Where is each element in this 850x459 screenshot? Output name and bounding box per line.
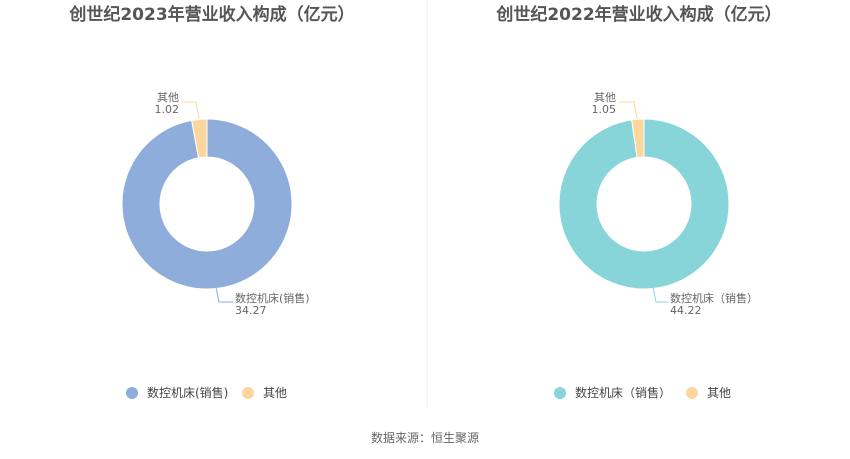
legend-label: 数控机床（销售） (575, 385, 671, 400)
chart-title: 创世纪2022年营业收入构成（亿元） (495, 4, 781, 25)
pie-slice-other[interactable] (191, 118, 208, 159)
chart-2023: 创世纪2023年营业收入构成（亿元） 其他 1.02 数控机床(销售) 34.2… (68, 4, 354, 400)
pie-slice-other[interactable] (631, 118, 645, 159)
chart-title: 创世纪2023年营业收入构成（亿元） (68, 4, 354, 25)
legend-item-cnc[interactable]: 数控机床(销售) (126, 385, 228, 400)
legend-item-other[interactable]: 其他 (242, 386, 287, 400)
slice-value-other: 1.05 (592, 103, 617, 116)
pie-slice-cnc[interactable] (558, 118, 730, 290)
legend-2022: 数控机床（销售） 其他 (554, 385, 731, 400)
callout-cnc-2022: 数控机床（销售） 44.22 (652, 286, 758, 317)
callout-other-2023: 其他 1.02 (155, 91, 200, 120)
slice-value-cnc: 44.22 (670, 304, 702, 317)
leader-line (619, 101, 638, 120)
pie-slice-cnc[interactable] (121, 118, 293, 290)
legend-swatch (554, 387, 566, 399)
leader-line (652, 286, 668, 303)
leader-line (182, 101, 200, 120)
chart-2022: 创世纪2022年营业收入构成（亿元） 其他 1.05 数控机床（销售） 44.2… (495, 4, 781, 400)
leader-line (215, 286, 233, 303)
legend-swatch (686, 387, 698, 399)
data-source: 数据来源：恒生聚源 (371, 430, 479, 445)
donut-2023 (121, 118, 293, 290)
legend-swatch (126, 387, 138, 399)
slice-label-other: 其他 (594, 91, 616, 104)
callout-other-2022: 其他 1.05 (592, 91, 638, 120)
slice-label-cnc: 数控机床(销售) (235, 291, 310, 305)
legend-label: 其他 (263, 386, 287, 400)
slice-label-other: 其他 (157, 91, 179, 104)
legend-label: 其他 (707, 386, 731, 400)
callout-cnc-2023: 数控机床(销售) 34.27 (215, 286, 310, 317)
legend-item-other[interactable]: 其他 (686, 386, 731, 400)
slice-value-cnc: 34.27 (235, 304, 267, 317)
legend-2023: 数控机床(销售) 其他 (126, 385, 287, 400)
legend-item-cnc[interactable]: 数控机床（销售） (554, 385, 671, 400)
donut-2022 (558, 118, 730, 290)
legend-label: 数控机床(销售) (147, 385, 228, 400)
slice-label-cnc: 数控机床（销售） (670, 291, 758, 305)
legend-swatch (242, 387, 254, 399)
slice-value-other: 1.02 (155, 103, 180, 116)
